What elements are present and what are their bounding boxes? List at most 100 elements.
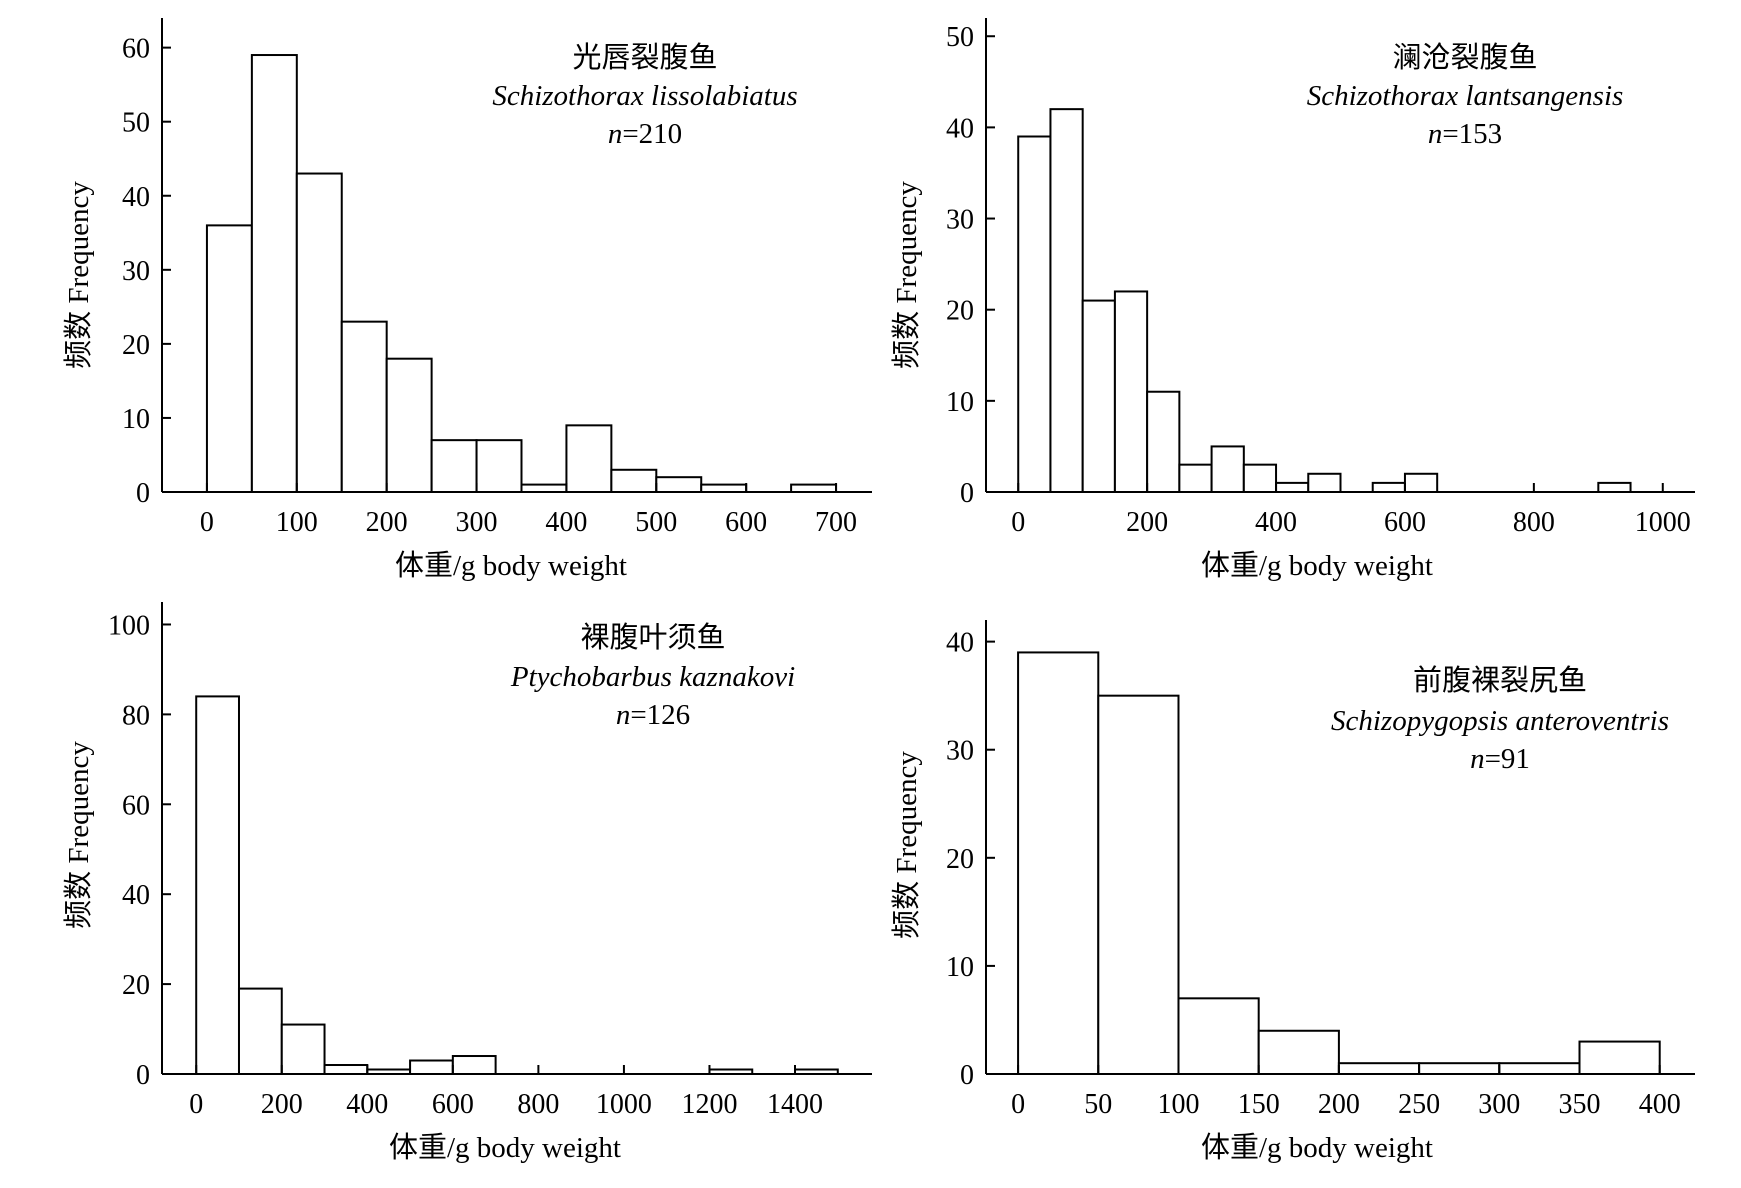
chart-subtitle: Schizothorax lissolabiatus [492, 80, 797, 112]
y-tick-label: 20 [946, 844, 974, 875]
x-tick-label: 0 [189, 1089, 203, 1120]
histogram-bars [1017, 108, 1632, 494]
x-tick-label: 500 [635, 507, 677, 538]
x-axis: 0 100 200 300 400 500 600 700 [162, 483, 872, 538]
histogram-bar [1371, 481, 1406, 493]
x-tick-label: 1000 [596, 1089, 652, 1120]
sample-size-symbol: n [1470, 743, 1485, 775]
sample-size-symbol: n [1428, 118, 1443, 150]
x-axis-label: 体重/g body weight [395, 549, 627, 582]
sample-size-value: =126 [630, 699, 690, 731]
y-tick-label: 0 [136, 478, 150, 509]
panel-lissolabiatus: 0 10 20 30 40 50 60 0 100 200 300 400 500 600 700 体重/… [62, 18, 872, 582]
y-tick-label: 10 [122, 404, 150, 435]
x-axis-label: 体重/g body weight [1201, 1131, 1433, 1164]
x-tick-label: 0 [1011, 1089, 1025, 1120]
sample-size-value: =153 [1442, 118, 1502, 150]
x-tick-label: 1000 [1635, 507, 1691, 538]
histogram-bar [280, 1023, 326, 1075]
x-axis: 0 200 400 600 800 1000 1200 1400 [162, 1065, 872, 1120]
histogram-bar [1081, 299, 1116, 494]
sample-size-symbol: n [616, 699, 631, 731]
chart-title: 前腹裸裂尻鱼 [1413, 664, 1587, 697]
y-tick-label: 30 [946, 205, 974, 236]
sample-size: n=210 [608, 118, 682, 150]
histogram-bar [1257, 1029, 1340, 1076]
histogram-bar [655, 476, 703, 493]
histogram-bar [205, 224, 253, 493]
histogram-bar [323, 1064, 369, 1075]
y-axis: 0 20 40 60 80 100 [108, 602, 171, 1091]
panel-lantsangensis: 0 10 20 30 40 50 0 200 400 600 800 1000 体重/g body … [890, 18, 1695, 582]
y-tick-label: 0 [960, 1060, 974, 1091]
y-tick-label: 0 [136, 1060, 150, 1091]
histogram-bar [1597, 481, 1632, 493]
x-tick-label: 300 [456, 507, 498, 538]
x-tick-label: 600 [432, 1089, 474, 1120]
x-tick-label: 700 [815, 507, 857, 538]
histogram-bar [1017, 135, 1052, 493]
chart-subtitle: Schizopygopsis anteroventris [1331, 705, 1669, 737]
x-tick-label: 800 [1513, 507, 1555, 538]
sample-size-value: =210 [622, 118, 682, 150]
y-tick-label: 30 [946, 736, 974, 767]
x-tick-label: 600 [1384, 507, 1426, 538]
histogram-bar [1242, 463, 1278, 493]
histogram-bar [195, 695, 240, 1076]
sample-size-value: =91 [1485, 743, 1530, 775]
histogram-bar [790, 483, 838, 493]
x-tick-label: 200 [261, 1089, 303, 1120]
chart-title: 光唇裂腹鱼 [572, 41, 717, 74]
y-axis-label: 频数 Frequency [890, 181, 923, 369]
chart-subtitle: Schizothorax lantsangensis [1307, 80, 1624, 112]
x-tick-label: 1400 [767, 1089, 823, 1120]
x-axis-label: 体重/g body weight [389, 1131, 621, 1164]
histogram-bar [1418, 1062, 1501, 1075]
sample-size-symbol: n [608, 118, 623, 150]
histogram-bar [1049, 108, 1084, 494]
histogram-bar [1097, 694, 1180, 1076]
x-tick-label: 100 [1157, 1089, 1199, 1120]
y-axis-label: 频数 Frequency [890, 751, 923, 939]
histogram-bars [195, 695, 839, 1076]
sample-size: n=126 [616, 699, 690, 731]
y-tick-label: 20 [946, 296, 974, 327]
x-axis-label: 体重/g body weight [1201, 549, 1433, 582]
histogram-bar [237, 987, 283, 1075]
y-tick-label: 10 [946, 387, 974, 418]
y-tick-label: 100 [108, 610, 150, 641]
y-tick-label: 50 [122, 108, 150, 139]
y-tick-label: 50 [946, 22, 974, 53]
y-axis: 0 10 20 30 40 50 60 [122, 18, 171, 509]
chart-title: 澜沧裂腹鱼 [1392, 41, 1537, 74]
chart-subtitle: Ptychobarbus kaznakovi [510, 661, 795, 693]
histogram-bar [451, 1055, 497, 1075]
x-tick-label: 350 [1559, 1089, 1601, 1120]
y-tick-label: 40 [122, 182, 150, 213]
y-tick-label: 40 [122, 880, 150, 911]
x-tick-label: 1200 [681, 1089, 737, 1120]
y-tick-label: 0 [960, 478, 974, 509]
x-tick-label: 400 [1255, 507, 1297, 538]
x-axis: 0 50 100 150 200 250 300 350 400 [986, 1065, 1695, 1120]
histogram-bar [1578, 1040, 1661, 1075]
histogram-bar [1275, 481, 1310, 493]
x-tick-label: 200 [1318, 1089, 1360, 1120]
histogram-bar [1177, 997, 1260, 1075]
panel-kaznakovi: 0 20 40 60 80 100 0 200 400 600 800 1000 1200 1400 体… [62, 602, 872, 1164]
x-tick-label: 0 [1011, 507, 1025, 538]
histogram-bar [610, 468, 658, 493]
histogram-bar [385, 357, 433, 493]
x-axis: 0 200 400 600 800 1000 [986, 483, 1695, 538]
sample-size: n=153 [1428, 118, 1502, 150]
x-tick-label: 50 [1084, 1089, 1112, 1120]
histogram-bar [1113, 290, 1149, 494]
histogram-bar [700, 483, 748, 493]
sample-size: n=91 [1470, 743, 1530, 775]
y-tick-label: 10 [946, 952, 974, 983]
histogram-bar [250, 54, 298, 493]
y-axis: 0 10 20 30 40 50 [946, 18, 995, 509]
y-tick-label: 20 [122, 970, 150, 1001]
x-tick-label: 200 [366, 507, 408, 538]
